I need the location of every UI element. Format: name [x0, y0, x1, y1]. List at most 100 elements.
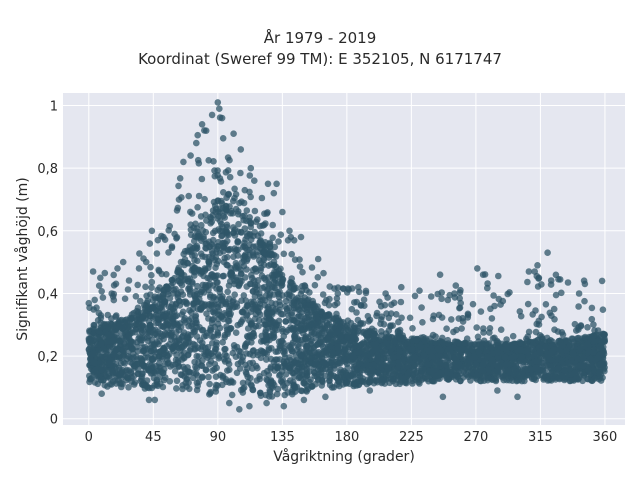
data-point — [312, 335, 320, 342]
data-point — [246, 402, 253, 410]
data-point — [208, 248, 216, 255]
data-point — [436, 271, 444, 279]
data-point — [362, 357, 370, 365]
data-point — [121, 360, 128, 367]
data-point — [445, 345, 453, 352]
data-point — [223, 231, 231, 239]
data-point — [473, 371, 481, 379]
data-point — [215, 212, 222, 220]
data-point — [204, 348, 212, 355]
data-point — [125, 277, 133, 284]
data-point — [409, 325, 416, 332]
data-point — [273, 180, 280, 188]
data-point — [142, 283, 149, 291]
data-point — [508, 344, 515, 352]
data-point — [579, 362, 587, 370]
data-point — [552, 291, 560, 299]
data-point — [166, 378, 174, 385]
data-point — [291, 359, 298, 367]
data-point — [479, 361, 487, 369]
data-point — [155, 354, 162, 362]
data-point — [350, 380, 358, 388]
data-point — [322, 393, 329, 401]
data-point — [214, 172, 221, 179]
data-point — [127, 339, 134, 347]
data-point — [154, 307, 162, 315]
data-point — [207, 215, 215, 222]
data-point — [277, 265, 284, 273]
data-point — [250, 243, 257, 250]
data-point — [144, 297, 151, 305]
data-point — [114, 265, 121, 272]
data-point — [267, 365, 274, 372]
data-point — [127, 368, 135, 376]
data-point — [224, 246, 232, 253]
data-point — [322, 312, 330, 319]
data-point — [250, 253, 257, 260]
data-point — [580, 371, 587, 379]
data-point — [416, 287, 423, 295]
data-point — [142, 258, 150, 266]
data-point — [232, 191, 240, 198]
data-point — [243, 207, 251, 214]
data-point — [253, 377, 261, 384]
data-point — [237, 386, 245, 394]
data-point — [202, 301, 209, 308]
data-point — [421, 374, 429, 382]
data-point — [143, 292, 150, 300]
data-point — [251, 177, 258, 184]
data-point — [182, 340, 190, 347]
data-point — [366, 387, 374, 394]
data-point — [226, 379, 233, 386]
data-point — [266, 243, 274, 250]
data-point — [132, 293, 140, 300]
data-point — [239, 353, 247, 361]
data-point — [326, 374, 334, 381]
data-point — [154, 328, 162, 336]
data-point — [185, 285, 192, 293]
data-point — [115, 353, 123, 360]
data-point — [400, 342, 407, 349]
data-point — [211, 301, 218, 308]
data-point — [274, 385, 282, 393]
data-point — [180, 329, 188, 336]
data-point — [554, 328, 562, 335]
data-point — [237, 169, 244, 177]
data-point — [175, 182, 182, 190]
data-point — [345, 286, 353, 293]
data-point — [334, 328, 341, 336]
data-point — [273, 390, 281, 398]
data-point — [146, 240, 154, 247]
data-point — [233, 276, 240, 284]
data-point — [571, 369, 578, 377]
data-point — [130, 309, 137, 317]
data-point — [546, 356, 554, 363]
data-point — [195, 160, 203, 167]
data-point — [236, 406, 243, 413]
data-point — [559, 342, 566, 349]
data-point — [417, 343, 425, 350]
data-point — [450, 328, 457, 336]
data-point — [575, 290, 583, 297]
data-point — [486, 329, 493, 336]
data-point — [380, 344, 387, 352]
data-point — [137, 324, 145, 331]
data-point — [101, 381, 108, 389]
data-point — [230, 130, 237, 137]
data-point — [119, 258, 127, 266]
data-point — [464, 314, 472, 321]
data-point — [550, 305, 558, 313]
data-point — [290, 324, 297, 332]
data-point — [149, 296, 157, 304]
data-point — [516, 308, 524, 315]
data-point — [315, 371, 322, 378]
data-point — [297, 233, 305, 241]
data-point — [297, 352, 305, 359]
data-point — [97, 312, 105, 319]
data-point — [181, 373, 188, 380]
data-point — [411, 353, 418, 361]
data-point — [321, 299, 329, 307]
data-point — [542, 301, 550, 308]
data-point — [294, 313, 301, 321]
data-point — [385, 327, 393, 334]
